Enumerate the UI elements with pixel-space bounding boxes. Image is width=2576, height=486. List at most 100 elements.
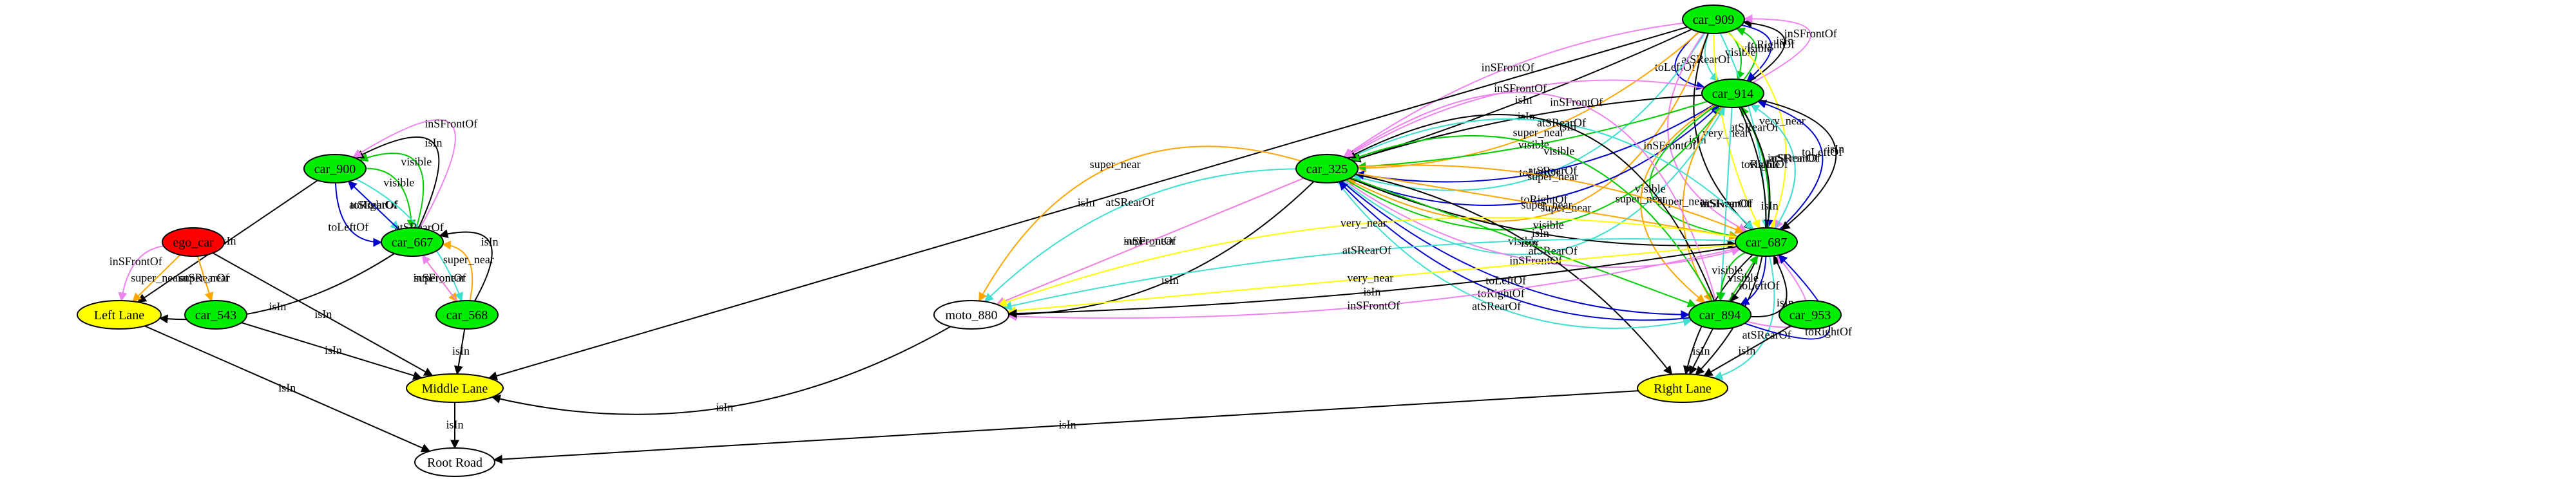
node-label: Middle Lane bbox=[422, 382, 488, 396]
edge-car-914-to-car-894: super_near bbox=[1616, 104, 1715, 303]
edge-line bbox=[1713, 256, 1775, 380]
edge-car-687-to-car-914: toLeftOf bbox=[1757, 99, 1842, 230]
edge-line bbox=[1007, 247, 1739, 321]
edge-car-914-to-car-325: toLeftOf bbox=[1355, 104, 1715, 183]
edge-line bbox=[1704, 33, 1719, 82]
node-shape bbox=[1735, 227, 1798, 257]
node-car-543: car_543 bbox=[184, 300, 247, 330]
node-label: car_894 bbox=[1699, 308, 1741, 322]
edge-label: atSRearOf bbox=[1742, 328, 1791, 341]
node-label: Left Lane bbox=[94, 308, 144, 322]
node-shape bbox=[1779, 300, 1842, 330]
edge-car-914-to-car-909: visible bbox=[1735, 27, 1772, 81]
edge-label: very_near bbox=[1703, 127, 1749, 140]
edge-label: isIn bbox=[1059, 418, 1076, 431]
edge-line bbox=[1350, 177, 1737, 249]
edge-car-900-to-car-667: toLeftOf bbox=[328, 182, 383, 247]
edge-label: isIn bbox=[716, 400, 733, 413]
edge-label: inSFrontOf bbox=[1347, 299, 1400, 312]
edge-label: isIn bbox=[1559, 120, 1576, 133]
edge-line bbox=[1757, 99, 1824, 230]
node-car-909: car_909 bbox=[1682, 5, 1745, 34]
edge-car-894-to-right-lane: isIn bbox=[1689, 328, 1713, 375]
node-label: ego_car bbox=[173, 236, 214, 250]
edge-label: inSFrontOf bbox=[1550, 95, 1603, 108]
edge-line bbox=[1007, 246, 1737, 319]
edge-line bbox=[1340, 180, 1690, 319]
edge-label: atSRearOf bbox=[1681, 53, 1730, 66]
node-label: car_909 bbox=[1693, 13, 1734, 27]
edge-label: toLeftOf bbox=[1802, 145, 1842, 158]
edge-label: isIn bbox=[425, 136, 443, 149]
node-shape bbox=[414, 447, 495, 477]
node-shape bbox=[381, 227, 444, 257]
node-shape bbox=[435, 300, 499, 330]
edge-line bbox=[1693, 33, 1753, 230]
edge-car-325-to-moto-880: atSRearOf bbox=[984, 168, 1297, 303]
edge-line bbox=[1343, 22, 1684, 158]
node-car-568: car_568 bbox=[435, 300, 499, 330]
edge-line bbox=[1007, 181, 1315, 319]
edge-ego-car-to-car-543: super_near bbox=[179, 256, 230, 302]
node-shape bbox=[933, 300, 1009, 330]
node-shape bbox=[162, 227, 225, 257]
edge-line bbox=[196, 256, 214, 302]
edge-line bbox=[1346, 114, 1715, 301]
node-car-894: car_894 bbox=[1688, 300, 1751, 330]
edge-line bbox=[1345, 106, 1723, 230]
edge-line bbox=[352, 119, 456, 229]
edge-car-568-to-car-667: inSFrontOf bbox=[413, 254, 466, 302]
edge-line bbox=[491, 326, 951, 415]
edge-line bbox=[1355, 104, 1715, 183]
edge-car-325-to-car-687: super_near bbox=[1357, 164, 1744, 234]
node-car-953: car_953 bbox=[1779, 300, 1842, 330]
edge-line bbox=[1357, 164, 1744, 234]
edge-line bbox=[984, 168, 1297, 303]
node-label: moto_880 bbox=[945, 308, 997, 322]
edge-line bbox=[1760, 99, 1837, 230]
edge-label: atSRearOf bbox=[1105, 196, 1154, 209]
edges-layer: toRightOfvisibleatSRearOftoLeftOfvisible… bbox=[110, 14, 1852, 464]
edge-line bbox=[1689, 328, 1713, 375]
edge-label: inSFrontOf bbox=[425, 117, 477, 130]
edge-label: toLeftOf bbox=[328, 221, 368, 234]
edge-car-909-to-car-325: inSFrontOf bbox=[1343, 22, 1684, 158]
edge-line bbox=[1640, 104, 1715, 303]
edge-line bbox=[453, 328, 466, 375]
edge-line bbox=[1740, 256, 1767, 305]
edge-label: super_near bbox=[1513, 126, 1564, 139]
edge-line bbox=[1735, 27, 1758, 81]
edge-car-667-to-car-900: isIn bbox=[354, 136, 443, 229]
edge-line bbox=[241, 322, 423, 380]
edge-car-909-to-middle-lane: isIn bbox=[488, 26, 1688, 380]
edge-label: atSRearOf bbox=[1472, 300, 1521, 313]
edge-label: very_near bbox=[1347, 271, 1393, 284]
node-label: Right Lane bbox=[1654, 382, 1712, 396]
edge-label: isIn bbox=[1532, 227, 1549, 239]
node-ego-car: ego_car bbox=[162, 227, 225, 257]
edge-line bbox=[1750, 255, 1788, 317]
edge-label: isIn bbox=[446, 418, 464, 431]
node-label: car_568 bbox=[446, 308, 488, 322]
edge-car-667-to-car-900: toRightOf bbox=[347, 180, 399, 230]
edge-car-687-to-moto-880: very_near bbox=[997, 216, 1737, 307]
edge-car-894-to-car-325: visible bbox=[1350, 135, 1713, 302]
edge-car-325-to-moto-880: isIn bbox=[1007, 181, 1315, 319]
edge-label: inSFrontOf bbox=[1482, 61, 1534, 74]
edge-line bbox=[1352, 32, 1706, 191]
edge-left-lane-to-root-road: isIn bbox=[144, 325, 431, 453]
edge-label: isIn bbox=[1827, 142, 1844, 155]
edge-right-lane-to-root-road: isIn bbox=[493, 390, 1639, 464]
edge-label: visible bbox=[383, 176, 414, 189]
edge-line bbox=[1667, 32, 1748, 232]
edge-label: super_near bbox=[1657, 194, 1708, 207]
edge-line bbox=[1337, 182, 1693, 330]
node-car-325: car_325 bbox=[1295, 154, 1359, 183]
edge-line bbox=[118, 245, 164, 302]
edge-car-909-to-car-914: atSRearOf bbox=[1681, 33, 1730, 82]
edge-line bbox=[144, 325, 431, 453]
edge-ego-car-to-middle-lane: isIn bbox=[212, 252, 434, 377]
edge-car-914-to-car-687: isIn bbox=[1760, 99, 1844, 230]
edge-label: isIn bbox=[1776, 34, 1793, 47]
